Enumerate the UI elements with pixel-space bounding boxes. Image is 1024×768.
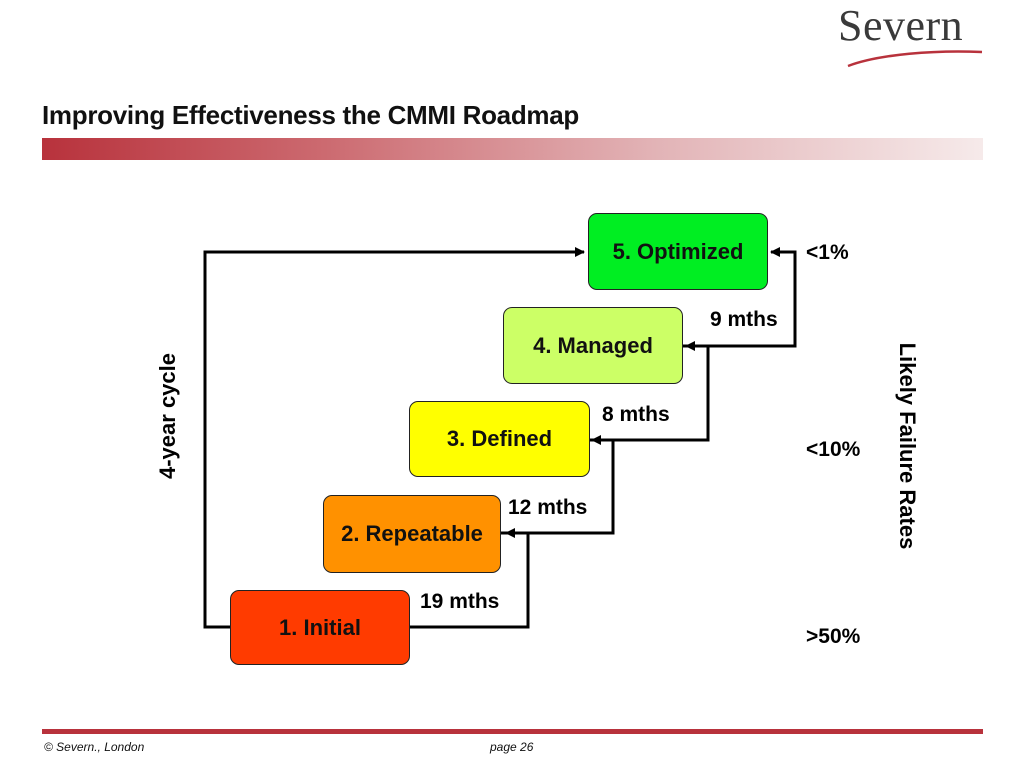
failure-rate-middle: <10% — [806, 438, 861, 461]
severn-logo: Severn — [838, 1, 964, 50]
level-1-label: 1. Initial — [279, 614, 361, 640]
title-gradient-bar — [42, 138, 983, 160]
failure-rate-bottom: >50% — [806, 625, 861, 648]
level-3-label: 3. Defined — [446, 426, 553, 451]
cycle-label: 4-year cycle — [155, 353, 180, 479]
level-4-label: 4. Managed — [533, 332, 653, 358]
footer-copyright: © Severn., London — [44, 740, 145, 754]
level-5-label: 5. Optimized — [612, 238, 744, 264]
level-2-label: 2. Repeatable — [341, 521, 483, 546]
duration-4-to-5: 9 mths — [710, 308, 778, 331]
page-title: Improving Effectiveness the CMMI Roadmap — [42, 100, 579, 130]
level-4-managed-box: 4. Managed — [503, 307, 683, 384]
connector-4-to-5 — [682, 247, 797, 348]
level-3-defined-box: 3. Defined — [409, 401, 590, 477]
footer-page-number: page 26 — [490, 740, 534, 754]
level-5-optimized-box: 5. Optimized — [588, 213, 768, 290]
duration-2-to-3: 12 mths — [508, 496, 588, 519]
duration-1-to-2: 19 mths — [420, 590, 500, 613]
failure-rates-label: Likely Failure Rates — [895, 342, 920, 550]
level-1-initial-box: 1. Initial — [230, 590, 410, 665]
footer-divider — [42, 729, 983, 734]
duration-3-to-4: 8 mths — [602, 403, 670, 426]
cycle-loop-connector — [203, 247, 585, 629]
level-2-repeatable-box: 2. Repeatable — [323, 495, 501, 573]
logo-swoosh-icon — [847, 50, 983, 68]
failure-rate-top: <1% — [806, 241, 849, 264]
